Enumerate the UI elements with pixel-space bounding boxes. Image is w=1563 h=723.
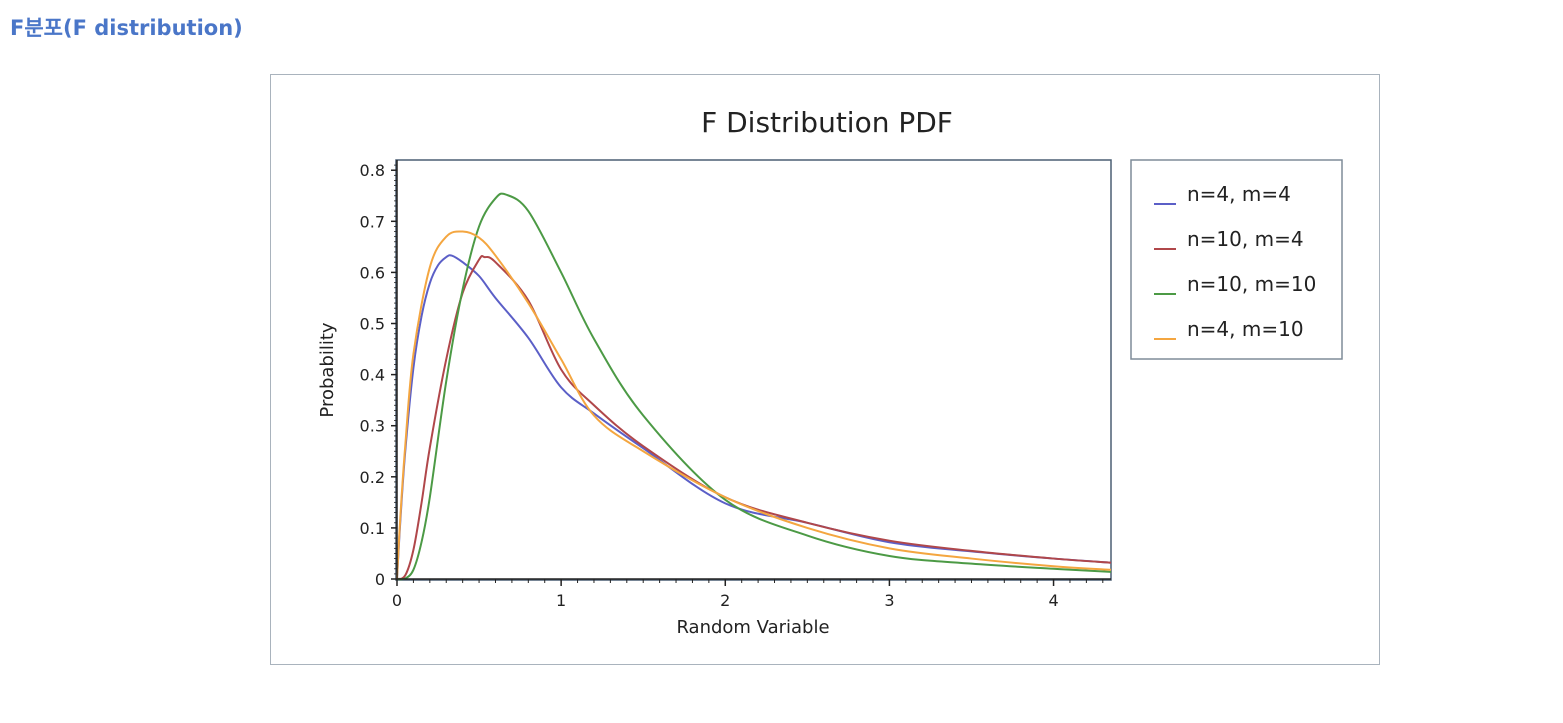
y-tick-label: 0.3 — [360, 417, 385, 436]
y-tick-label: 0.2 — [360, 468, 385, 487]
series-line-3 — [396, 192, 1112, 581]
x-tick-label: 2 — [720, 591, 730, 610]
chart-title: F Distribution PDF — [701, 106, 953, 139]
y-tick-label: 0.5 — [360, 315, 385, 334]
series-line-2 — [396, 254, 1112, 580]
y-axis-label: Probability — [317, 322, 338, 417]
x-tick-label: 4 — [1048, 591, 1058, 610]
chart-svg: F Distribution PDF 0 1 2 3 4 0 0.1 0.2 0.3 0.4 0.… — [317, 106, 1343, 638]
series-line-4 — [396, 230, 1112, 580]
legend-label-3: n=10, m=10 — [1187, 272, 1316, 296]
legend: n=4, m=4 n=10, m=4 n=10, m=10 n=4, m=10 — [1130, 159, 1343, 360]
legend-label-1: n=4, m=4 — [1187, 182, 1291, 206]
x-axis-label: Random Variable — [676, 617, 829, 638]
y-tick-label: 0.1 — [360, 519, 385, 538]
legend-box — [1130, 159, 1343, 360]
y-tick-label: 0.7 — [360, 212, 385, 231]
legend-label-4: n=4, m=10 — [1187, 317, 1304, 341]
x-tick-label: 1 — [556, 591, 566, 610]
page-heading: F분포(F distribution) — [10, 16, 243, 40]
y-tick-label: 0.8 — [360, 161, 385, 180]
y-tick-label: 0 — [375, 570, 385, 589]
x-tick-label: 0 — [392, 591, 402, 610]
chart-frame: F Distribution PDF 0 1 2 3 4 0 0.1 0.2 0.3 0.4 0.… — [270, 74, 1380, 665]
x-tick-label: 3 — [884, 591, 894, 610]
series-line-1 — [396, 254, 1112, 580]
y-axis-ticks: 0 0.1 0.2 0.3 0.4 0.5 0.6 0.7 0.8 — [360, 161, 397, 589]
legend-label-2: n=10, m=4 — [1187, 227, 1304, 251]
y-tick-label: 0.4 — [360, 366, 385, 385]
x-axis-ticks: 0 1 2 3 4 — [392, 579, 1104, 610]
y-tick-label: 0.6 — [360, 263, 385, 282]
series-layer — [396, 192, 1112, 581]
